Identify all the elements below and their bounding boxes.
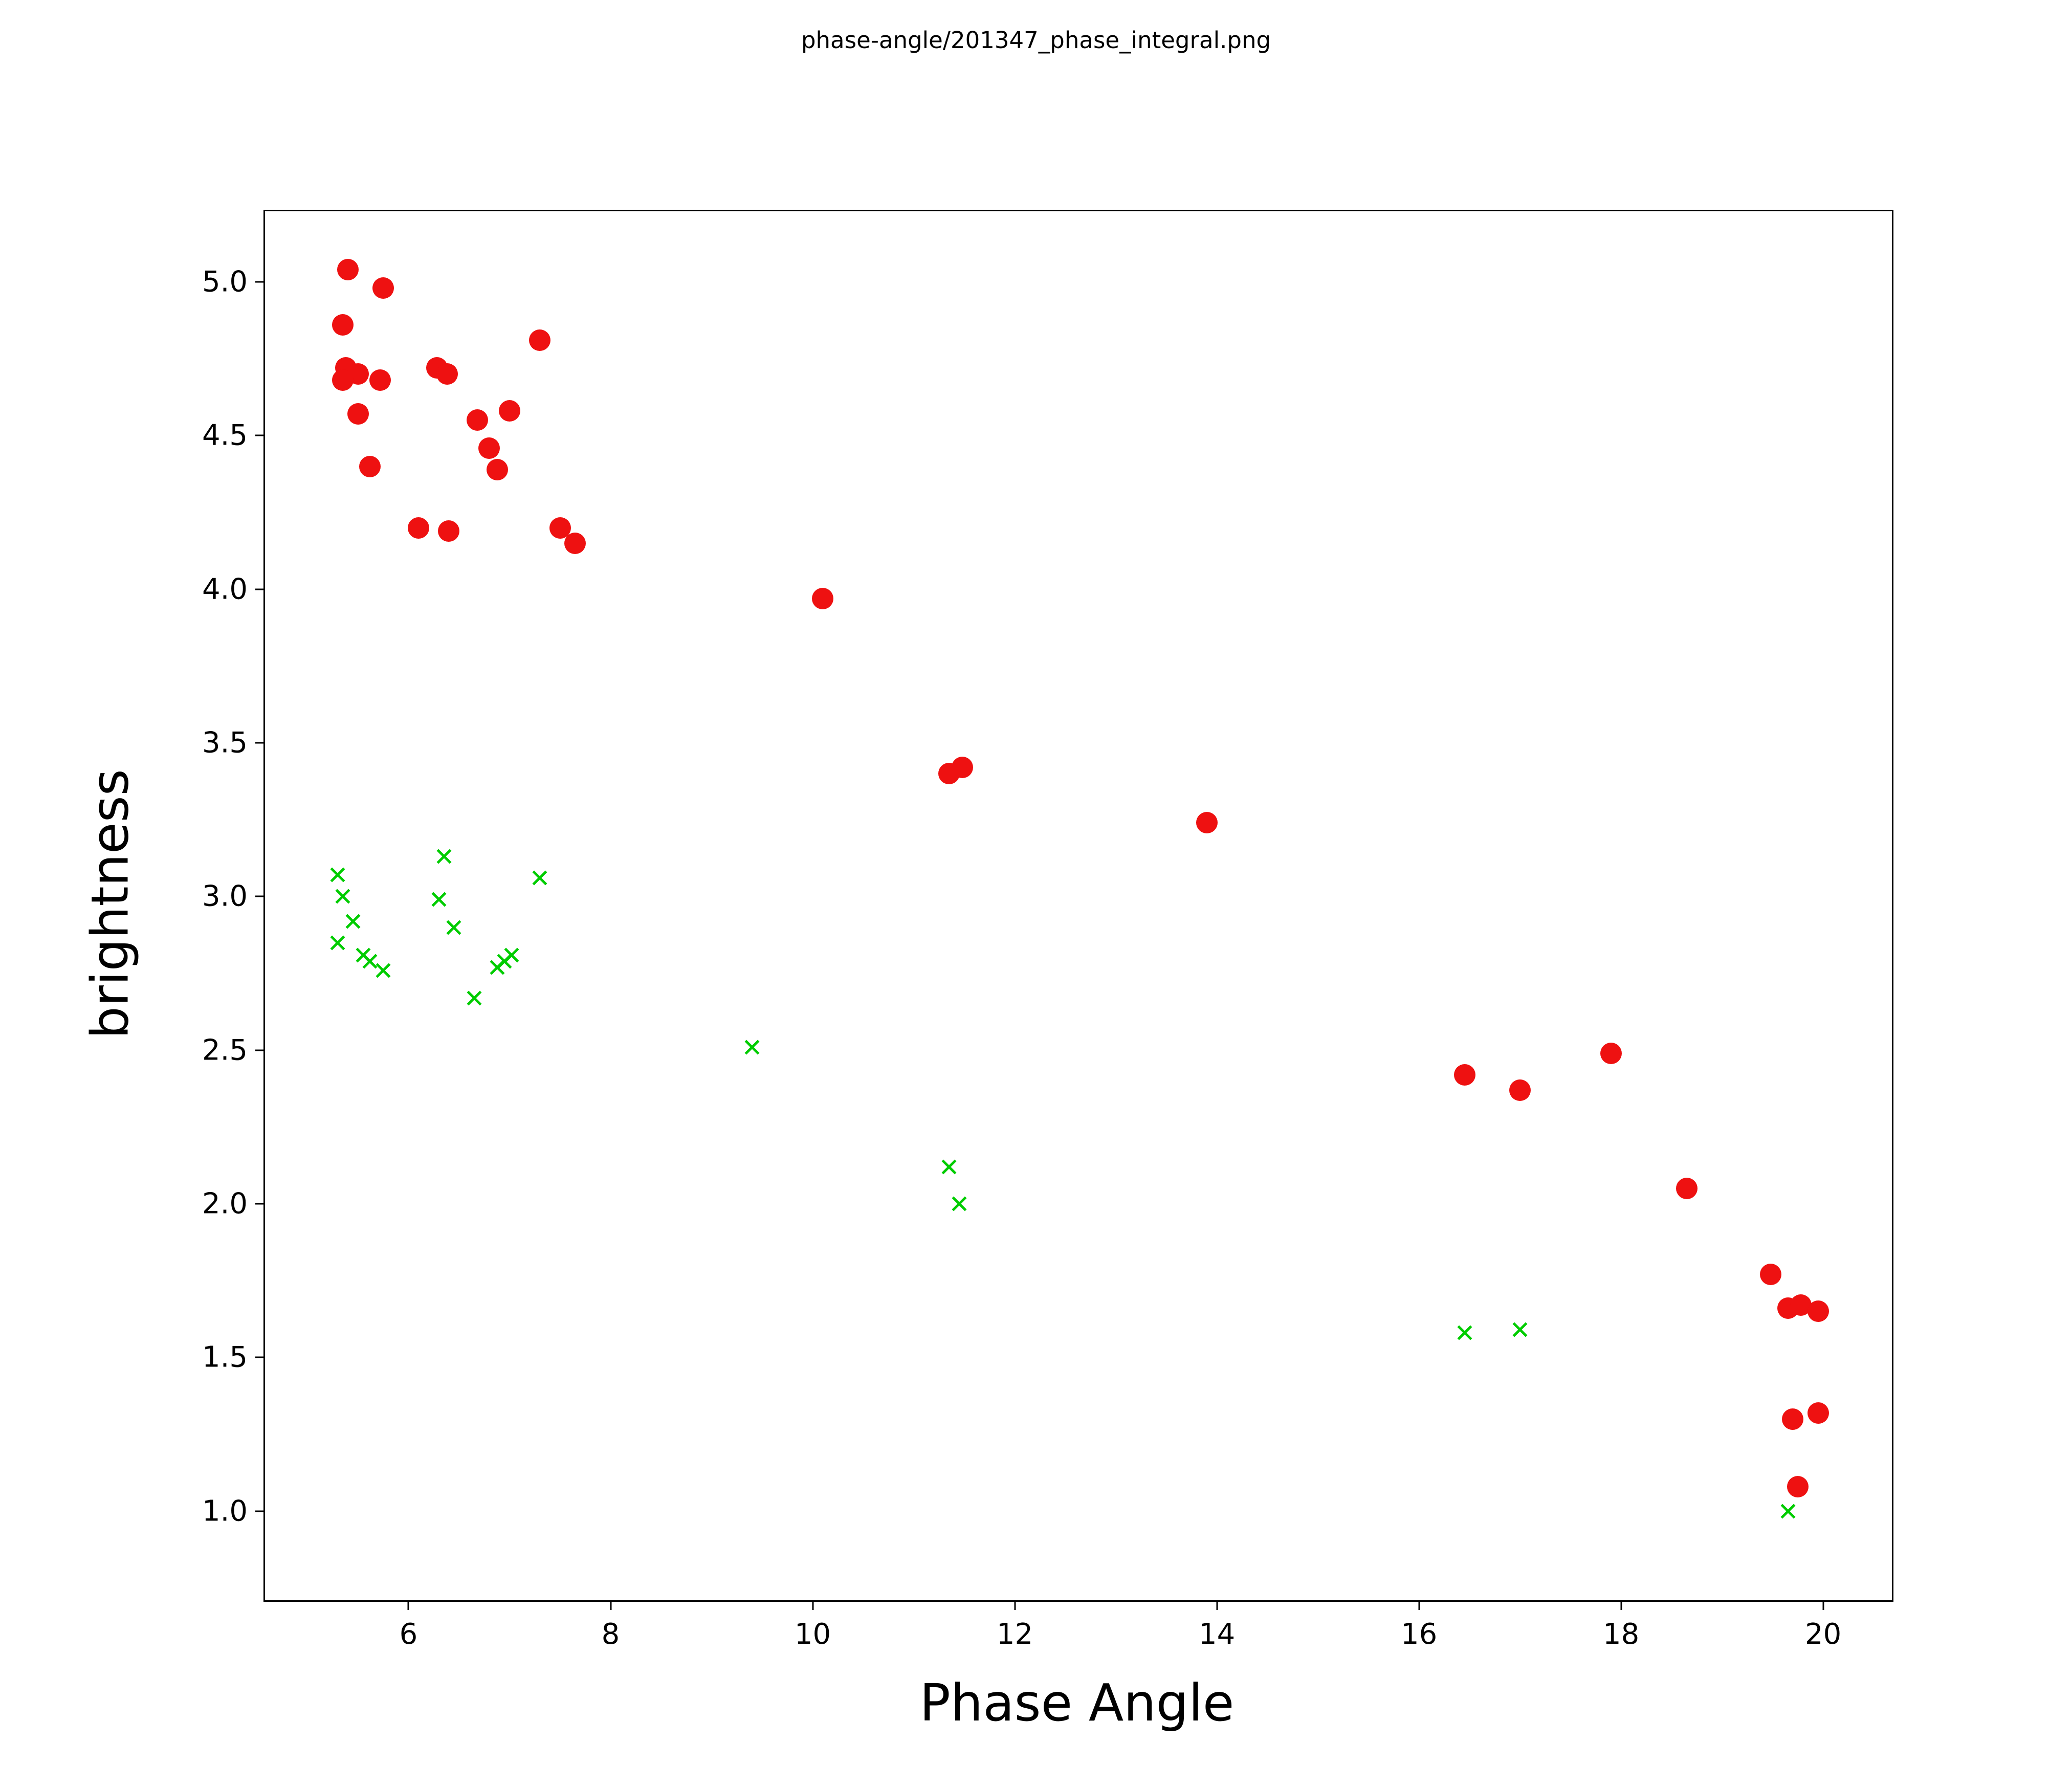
data-point-red-circles: [337, 259, 359, 281]
data-point-green-crosses: [436, 848, 452, 865]
data-point-red-circles: [1676, 1178, 1698, 1200]
y-tick-mark: [255, 895, 265, 897]
data-point-red-circles: [372, 277, 394, 299]
data-point-green-crosses: [744, 1039, 760, 1055]
y-tick-mark: [255, 1510, 265, 1512]
data-point-red-circles: [529, 329, 551, 351]
x-tick-label: 14: [1198, 1618, 1236, 1651]
data-point-green-crosses: [329, 867, 346, 883]
data-point-red-circles: [487, 458, 509, 480]
data-point-red-circles: [1509, 1079, 1531, 1101]
data-point-red-circles: [466, 409, 488, 431]
x-tick-label: 12: [996, 1618, 1033, 1651]
data-point-green-crosses: [345, 913, 361, 930]
data-point-red-circles: [359, 455, 381, 477]
data-point-red-circles: [498, 400, 520, 422]
x-tick-mark: [1418, 1600, 1420, 1610]
y-tick-label: 1.0: [202, 1494, 248, 1528]
data-point-red-circles: [1759, 1264, 1781, 1286]
data-point-green-crosses: [503, 947, 520, 963]
data-point-green-crosses: [951, 1196, 967, 1212]
data-point-green-crosses: [1457, 1325, 1473, 1341]
data-point-red-circles: [1600, 1042, 1622, 1064]
data-point-green-crosses: [375, 962, 391, 979]
data-point-green-crosses: [1780, 1503, 1796, 1519]
y-tick-mark: [255, 434, 265, 436]
x-tick-label: 10: [794, 1618, 831, 1651]
y-tick-label: 2.0: [202, 1187, 248, 1221]
plot-area: 6 8 10 12 14 16 18 20 1.0 1.5 2.0 2.5 3.0 3.5 4.0 4.5 5.…: [202, 210, 1893, 1651]
data-point-red-circles: [951, 757, 973, 779]
y-tick-mark: [255, 281, 265, 283]
data-point-red-circles: [438, 520, 460, 542]
data-point-red-circles: [436, 363, 458, 385]
x-tick-label: 20: [1805, 1618, 1842, 1651]
data-point-red-circles: [812, 587, 834, 609]
data-point-red-circles: [1453, 1064, 1475, 1086]
chart-title: phase-angle/201347_phase_integral.png: [801, 27, 1271, 54]
y-tick-mark: [255, 588, 265, 590]
y-tick-label: 1.5: [202, 1340, 248, 1374]
x-tick-mark: [1822, 1600, 1824, 1610]
x-tick-label: 18: [1603, 1618, 1640, 1651]
data-point-red-circles: [1807, 1402, 1829, 1424]
x-tick-mark: [1014, 1600, 1016, 1610]
y-tick-mark: [255, 1049, 265, 1051]
y-tick-label: 4.5: [202, 418, 248, 452]
data-point-red-circles: [347, 403, 369, 425]
y-tick-label: 2.5: [202, 1033, 248, 1067]
data-point-green-crosses: [532, 870, 548, 886]
y-axis-label: brightness: [80, 769, 140, 1039]
data-point-red-circles: [332, 369, 354, 391]
y-tick-label: 5.0: [202, 265, 248, 299]
x-tick-label: 8: [601, 1618, 620, 1651]
x-tick-label: 16: [1400, 1618, 1438, 1651]
y-tick-mark: [255, 1356, 265, 1358]
y-tick-mark: [255, 1203, 265, 1205]
x-tick-mark: [610, 1600, 611, 1610]
data-point-green-crosses: [431, 891, 447, 908]
x-tick-mark: [1620, 1600, 1622, 1610]
data-point-red-circles: [1782, 1408, 1804, 1430]
data-point-green-crosses: [329, 935, 346, 951]
y-tick-label: 4.0: [202, 572, 248, 606]
data-point-red-circles: [564, 532, 586, 554]
y-tick-label: 3.5: [202, 726, 248, 760]
x-tick-label: 6: [399, 1618, 418, 1651]
x-tick-mark: [1216, 1600, 1218, 1610]
x-tick-mark: [812, 1600, 814, 1610]
data-point-green-crosses: [1512, 1321, 1528, 1338]
data-point-green-crosses: [335, 888, 351, 904]
data-point-red-circles: [478, 437, 500, 459]
data-point-green-crosses: [446, 919, 462, 936]
data-point-green-crosses: [941, 1159, 957, 1175]
data-point-green-crosses: [466, 990, 482, 1006]
data-point-red-circles: [369, 369, 391, 391]
y-tick-mark: [255, 742, 265, 744]
x-tick-mark: [407, 1600, 409, 1610]
data-point-red-circles: [1196, 812, 1218, 834]
y-tick-label: 3.0: [202, 879, 248, 913]
data-point-red-circles: [1807, 1300, 1829, 1322]
data-point-red-circles: [332, 314, 354, 336]
data-point-red-circles: [1787, 1475, 1809, 1497]
data-point-red-circles: [408, 517, 430, 539]
x-axis-label: Phase Angle: [919, 1673, 1235, 1733]
